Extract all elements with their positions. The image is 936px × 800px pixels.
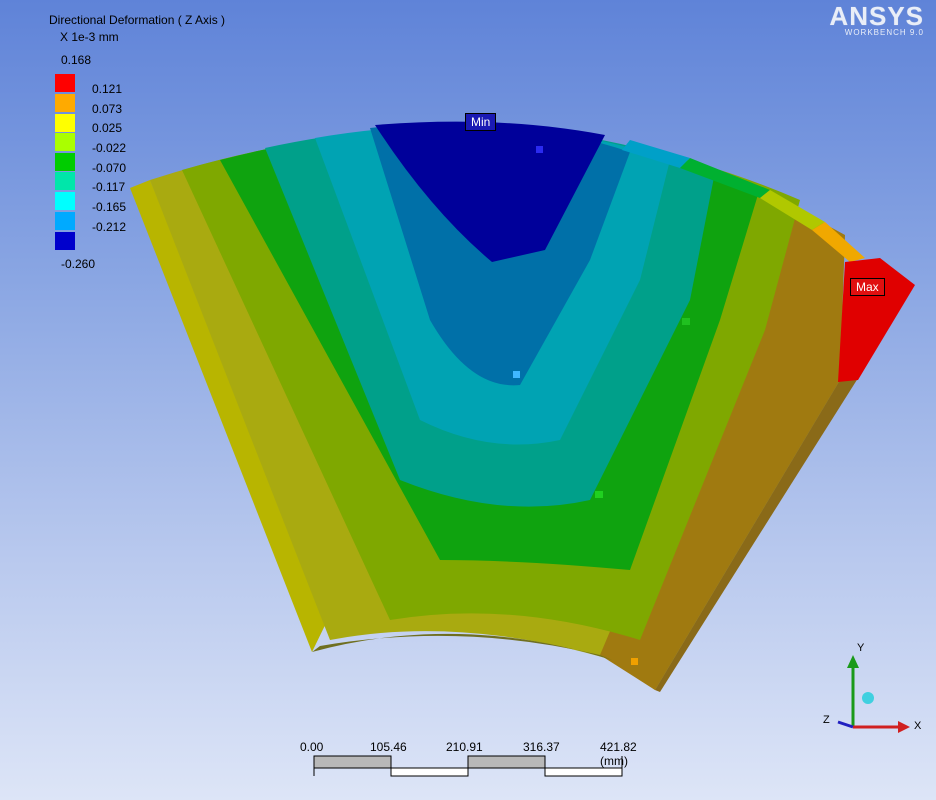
triad-z-label: Z [823, 714, 830, 726]
scale-tick-label: 316.37 [523, 740, 560, 754]
scale-tick-label: 0.00 [300, 740, 324, 754]
legend-swatch [55, 94, 75, 112]
scale-tick-label: 210.91 [446, 740, 483, 754]
legend-swatch [55, 133, 75, 151]
triad-y-label: Y [857, 642, 865, 654]
legend-swatch [55, 114, 75, 132]
contour-band-red [838, 258, 915, 382]
legend-swatch [55, 172, 75, 190]
legend-level-label: -0.022 [92, 141, 127, 155]
legend-swatch [55, 212, 75, 230]
legend-units: X 1e-3 mm [60, 30, 119, 44]
legend-min-value: -0.260 [61, 257, 96, 271]
model-left-face [130, 180, 330, 652]
scale-tick-label: 105.46 [370, 740, 407, 754]
probe-marker [513, 371, 520, 378]
probe-marker [631, 658, 638, 665]
legend-swatch [55, 192, 75, 210]
legend-level-label: 0.121 [92, 82, 123, 96]
axis-triad[interactable] [837, 655, 910, 733]
legend-level-label: 0.025 [92, 121, 123, 135]
max-probe-label[interactable]: Max [850, 278, 885, 296]
scale-tick-label: 421.82 (mm) [600, 740, 637, 768]
edge-band-cyan [622, 140, 690, 168]
legend-swatch [55, 232, 75, 250]
edge-band-yellowgreen [760, 190, 825, 230]
legend-level-label: -0.212 [92, 220, 127, 234]
logo-brand: ANSYS [829, 1, 924, 31]
probe-marker [536, 146, 543, 153]
scale-bar-graphic [313, 755, 623, 777]
legend-swatch [55, 153, 75, 171]
legend-max-value: 0.168 [61, 53, 92, 67]
triad-x-label: X [914, 720, 922, 732]
legend-level-label: -0.165 [92, 200, 127, 214]
ansys-logo: ANSYS WORKBENCH 9.0 [829, 1, 924, 37]
model-right-face [655, 375, 860, 692]
legend-swatch [55, 74, 75, 92]
legend-level-label: -0.117 [92, 180, 126, 194]
min-probe-label[interactable]: Min [465, 113, 497, 131]
edge-band-green [680, 158, 770, 198]
edge-band-orange [812, 222, 865, 262]
legend-level-label: 0.073 [92, 102, 123, 116]
probe-marker [682, 318, 690, 325]
legend-level-label: -0.070 [92, 161, 127, 175]
logo-subtitle: WORKBENCH 9.0 [844, 28, 924, 37]
legend-title: Directional Deformation ( Z Axis ) [49, 13, 226, 27]
contour-band-dark-blue [375, 121, 605, 263]
probe-marker [595, 491, 603, 498]
